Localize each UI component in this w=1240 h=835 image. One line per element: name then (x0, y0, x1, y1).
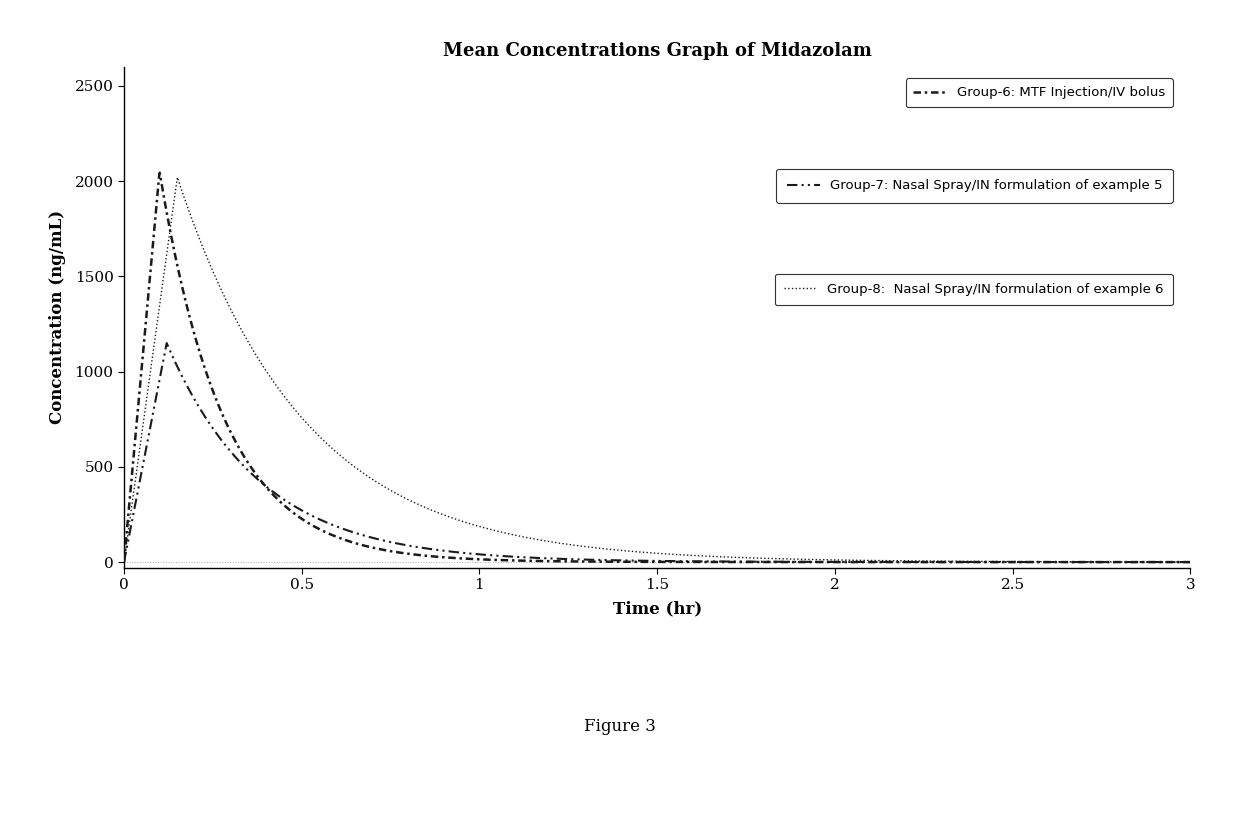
Y-axis label: Concentration (ng/mL): Concentration (ng/mL) (50, 210, 66, 424)
Legend: Group-8:  Nasal Spray/IN formulation of example 6: Group-8: Nasal Spray/IN formulation of e… (775, 274, 1173, 306)
Title: Mean Concentrations Graph of Midazolam: Mean Concentrations Graph of Midazolam (443, 42, 872, 59)
Text: Figure 3: Figure 3 (584, 718, 656, 735)
X-axis label: Time (hr): Time (hr) (613, 600, 702, 618)
